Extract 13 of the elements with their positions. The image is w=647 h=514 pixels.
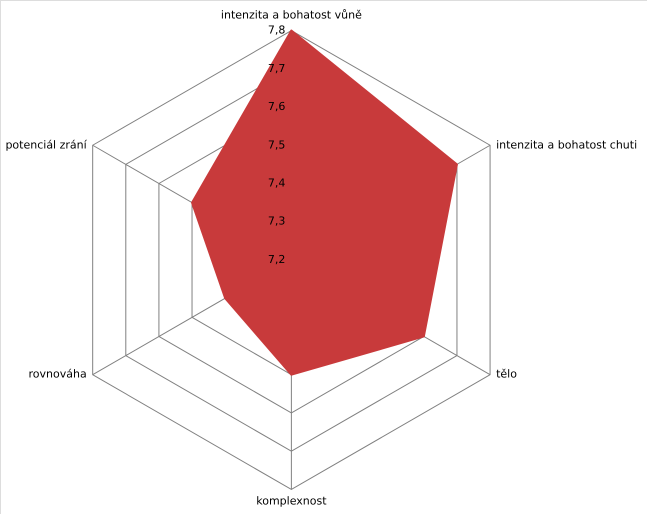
y-tick-label: 7,3: [268, 214, 286, 228]
spoke-label: potenciál zrání: [5, 138, 88, 152]
spoke-label: intenzita a bohatost chuti: [496, 138, 638, 152]
y-tick-label: 7,4: [268, 176, 286, 190]
spoke-label: komplexnost: [256, 494, 328, 508]
y-tick-label: 7,7: [268, 62, 286, 75]
y-tick-label: 7,6: [268, 100, 286, 114]
y-tick-label: 7,8: [268, 24, 286, 37]
y-tick-label: 7,2: [268, 252, 286, 266]
spoke-label: intenzita a bohatost vůně: [220, 8, 362, 22]
y-tick-label: 7,5: [268, 138, 286, 152]
spoke-label: tělo: [496, 368, 518, 381]
spoke-label: rovnováha: [28, 368, 87, 381]
